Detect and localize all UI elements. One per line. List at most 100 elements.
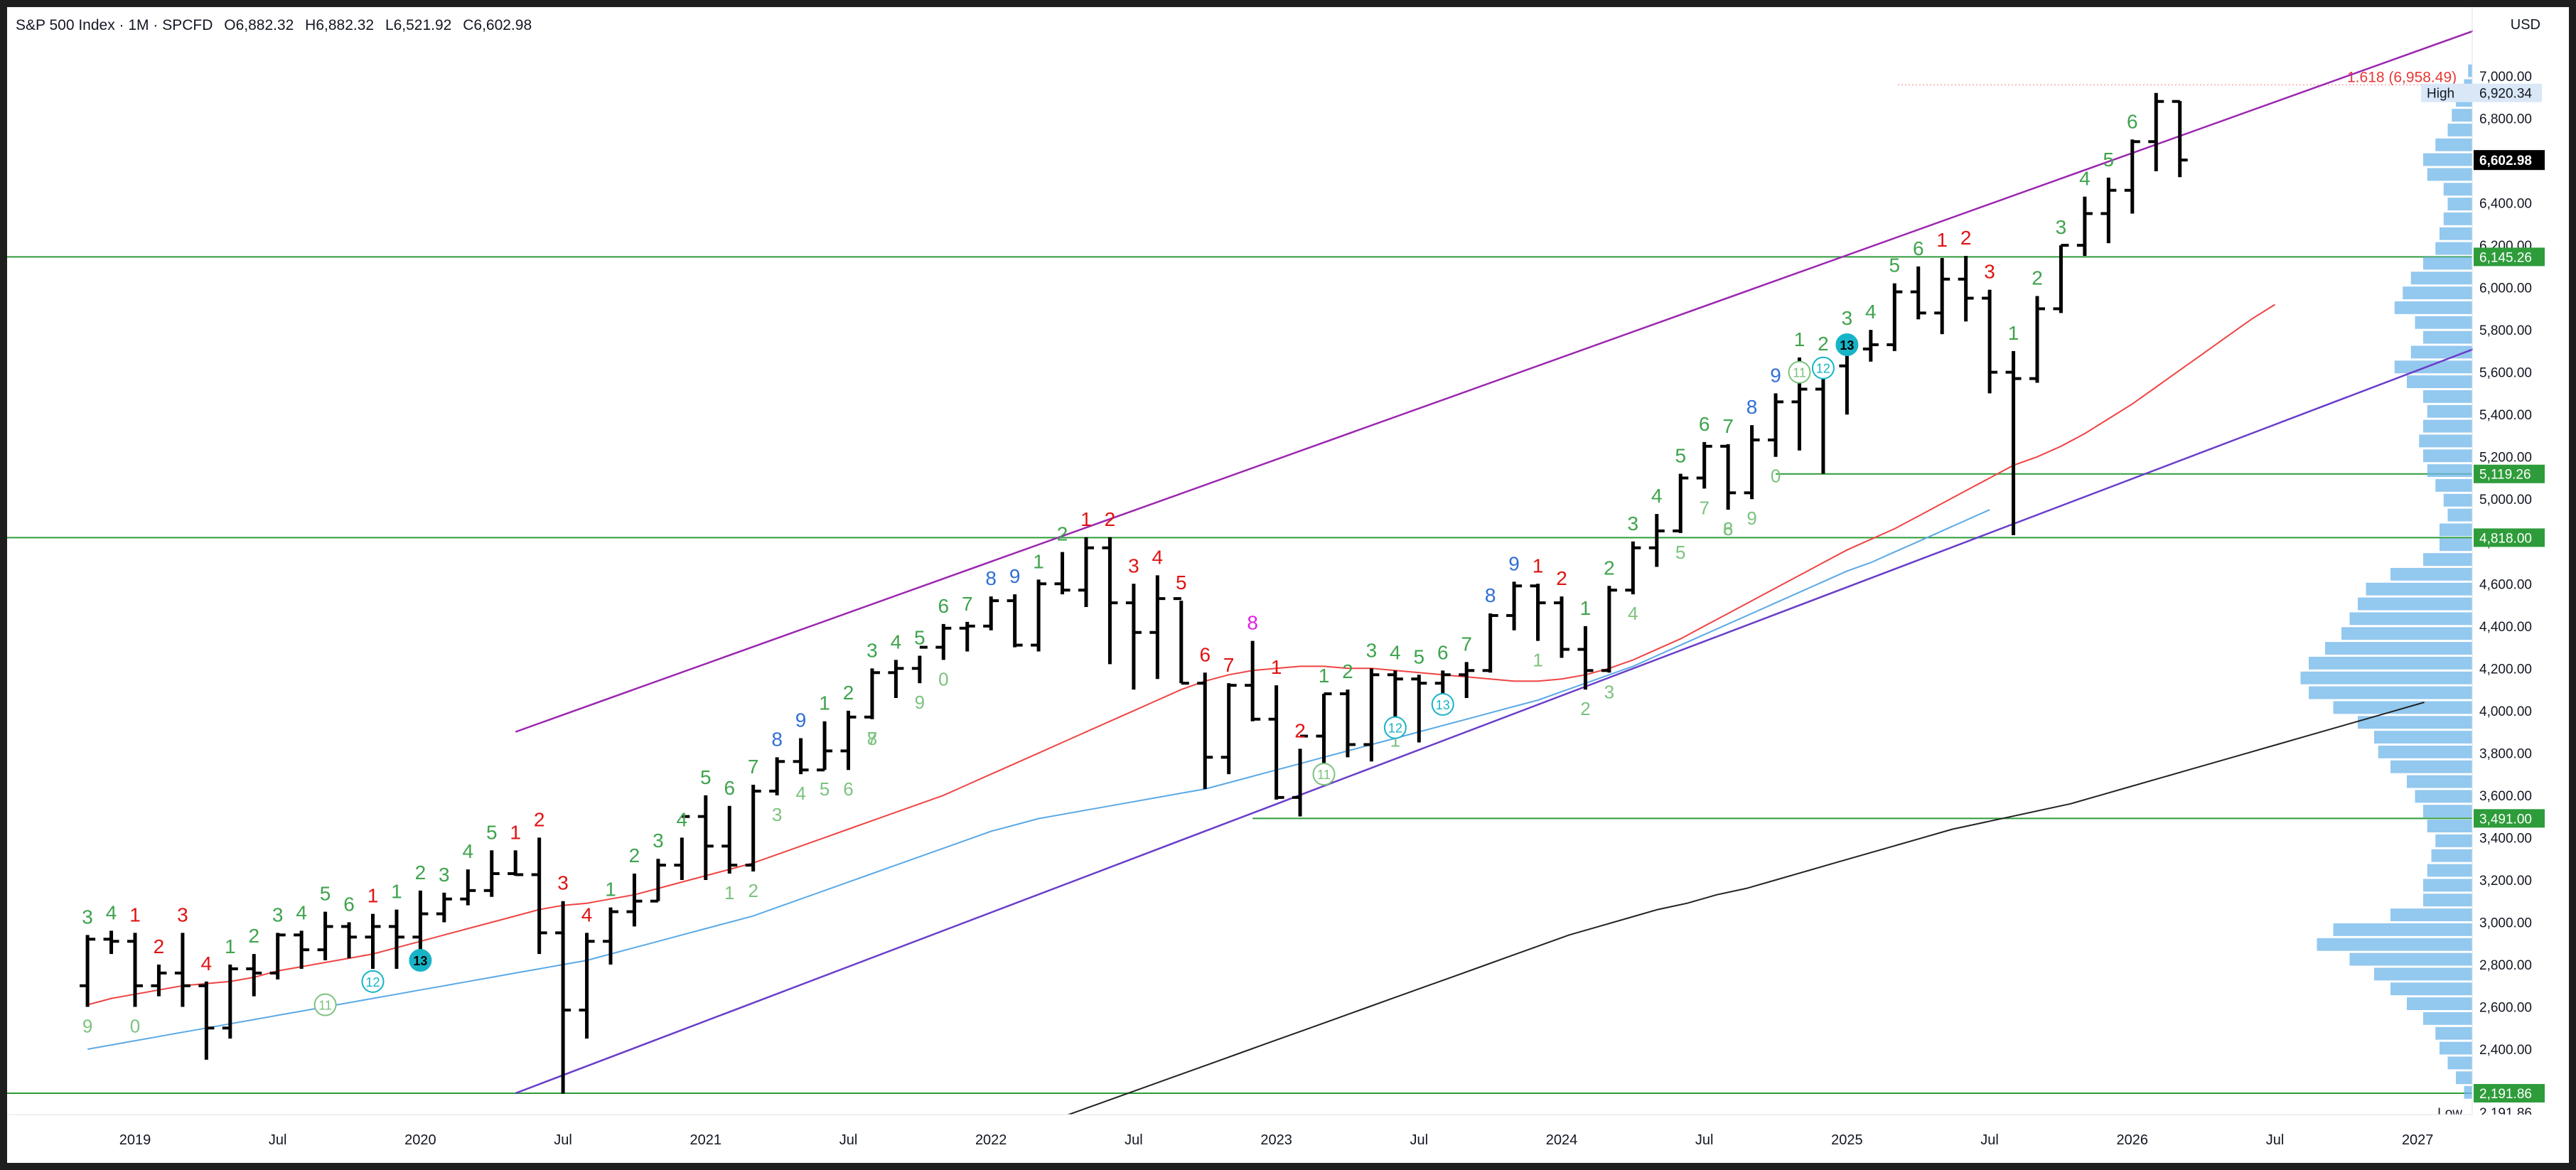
- ohlc-bar[interactable]: [1934, 257, 1950, 335]
- ohlc-bar[interactable]: [1031, 579, 1047, 652]
- ohlc-bar[interactable]: [103, 930, 119, 955]
- ohlc-bar[interactable]: [269, 933, 286, 980]
- ohlc-bar[interactable]: [1125, 584, 1142, 690]
- ohlc-bar[interactable]: [888, 660, 904, 699]
- ohlc-bar[interactable]: [508, 850, 524, 876]
- ohlc-bar[interactable]: [1958, 255, 1974, 322]
- ohlc-bar[interactable]: [697, 795, 714, 880]
- ohlc-bar[interactable]: [1506, 581, 1523, 630]
- ohlc-bar[interactable]: [2029, 296, 2045, 383]
- ohlc-bar[interactable]: [959, 621, 975, 652]
- ohlc-bar[interactable]: [365, 913, 381, 969]
- ohlc-bar[interactable]: [246, 954, 262, 997]
- ohlc-bar[interactable]: [1102, 537, 1118, 665]
- ohlc-bar[interactable]: [2148, 92, 2164, 171]
- ohlc-bar[interactable]: [1625, 541, 1641, 595]
- ohlc-bar[interactable]: [412, 890, 429, 955]
- level-badge[interactable]: [2474, 809, 2545, 828]
- ohlc-bar[interactable]: [1245, 640, 1261, 721]
- ohlc-bar[interactable]: [1339, 689, 1356, 758]
- ohlc-bar[interactable]: [935, 623, 952, 660]
- ohlc-bar[interactable]: [1387, 670, 1403, 721]
- ohlc-bar[interactable]: [1530, 584, 1546, 641]
- moving-average-black[interactable]: [1038, 702, 2425, 1127]
- ohlc-bar[interactable]: [864, 668, 880, 719]
- ohlc-bar[interactable]: [1577, 626, 1594, 690]
- ohlc-bar[interactable]: [1887, 283, 1903, 351]
- ohlc-bar[interactable]: [1601, 586, 1617, 673]
- ohlc-bar[interactable]: [80, 935, 96, 1007]
- ohlc-bar[interactable]: [1862, 330, 1879, 362]
- ohlc-bar[interactable]: [1744, 425, 1760, 500]
- symbol-legend[interactable]: S&P 500 Index · 1M · SPCFD O6,882.32 H6,…: [16, 17, 539, 34]
- ohlc-bar[interactable]: [983, 596, 999, 630]
- moving-average-red[interactable]: [87, 304, 2276, 1006]
- ohlc-bar[interactable]: [151, 965, 167, 997]
- ohlc-bar[interactable]: [317, 911, 333, 961]
- ohlc-bar[interactable]: [1197, 672, 1213, 789]
- ohlc-bar[interactable]: [436, 892, 452, 923]
- ohlc-bar[interactable]: [721, 805, 738, 874]
- ohlc-bar[interactable]: [1149, 575, 1166, 680]
- ohlc-bar[interactable]: [555, 901, 571, 1094]
- ohlc-bar[interactable]: [1696, 441, 1712, 489]
- lower-trendline[interactable]: [515, 333, 2513, 1095]
- ohlc-bar[interactable]: [1054, 552, 1070, 595]
- ohlc-bar[interactable]: [1482, 613, 1498, 673]
- ohlc-bar[interactable]: [603, 907, 618, 965]
- ohlc-bar[interactable]: [1316, 692, 1332, 771]
- ohlc-bar[interactable]: [2124, 139, 2140, 214]
- ohlc-bar[interactable]: [198, 981, 215, 1060]
- high-badge[interactable]: [2421, 83, 2542, 102]
- ohlc-bar[interactable]: [674, 815, 690, 880]
- ohlc-bar[interactable]: [1459, 662, 1475, 699]
- ohlc-bar[interactable]: [650, 859, 666, 903]
- ohlc-bar[interactable]: [911, 645, 928, 684]
- ohlc-bar[interactable]: [1292, 734, 1309, 817]
- ohlc-bar[interactable]: [460, 869, 476, 906]
- ohlc-bar[interactable]: [2076, 196, 2093, 256]
- level-badge[interactable]: [2474, 1084, 2545, 1102]
- level-badge[interactable]: [2474, 247, 2545, 267]
- ohlc-bar[interactable]: [1173, 597, 1189, 685]
- ohlc-bar[interactable]: [1673, 473, 1689, 533]
- ohlc-bar[interactable]: [1007, 594, 1023, 648]
- ohlc-bar[interactable]: [2100, 177, 2117, 244]
- ohlc-bar[interactable]: [1220, 683, 1237, 775]
- ohlc-bar[interactable]: [1910, 266, 1926, 320]
- ohlc-bar[interactable]: [1648, 514, 1665, 567]
- ohlc-bar[interactable]: [626, 874, 643, 927]
- ohlc-bar[interactable]: [1411, 675, 1427, 743]
- ohlc-bar[interactable]: [1720, 444, 1737, 510]
- last-price-badge[interactable]: [2474, 150, 2545, 171]
- ohlc-bar[interactable]: [388, 909, 404, 969]
- symbol-title[interactable]: S&P 500 Index · 1M · SPCFD: [16, 17, 213, 33]
- ohlc-bar[interactable]: [294, 930, 310, 969]
- ohlc-bar[interactable]: [1982, 289, 1998, 394]
- ohlc-bar[interactable]: [2172, 100, 2188, 178]
- ohlc-bar[interactable]: [1268, 685, 1284, 800]
- level-badge[interactable]: [2474, 464, 2545, 483]
- ohlc-bar[interactable]: [127, 933, 143, 1007]
- ohlc-bar[interactable]: [174, 933, 190, 1007]
- currency-label[interactable]: USD: [2510, 17, 2540, 33]
- ohlc-bar[interactable]: [222, 965, 238, 1039]
- ohlc-bar[interactable]: [840, 710, 857, 771]
- ohlc-bar[interactable]: [341, 922, 358, 959]
- ohlc-bar[interactable]: [579, 933, 595, 1039]
- ohlc-bar[interactable]: [2053, 244, 2069, 313]
- ohlc-bar[interactable]: [531, 837, 547, 955]
- ohlc-bar[interactable]: [793, 738, 809, 775]
- ohlc-bar[interactable]: [1363, 668, 1380, 762]
- ohlc-bar[interactable]: [745, 785, 761, 872]
- ohlc-bar[interactable]: [1554, 596, 1569, 658]
- ohlc-bar[interactable]: [769, 757, 785, 795]
- ohlc-bar[interactable]: [817, 721, 833, 772]
- moving-average-blue[interactable]: [87, 509, 1990, 1051]
- ohlc-bar[interactable]: [1078, 537, 1094, 608]
- ohlc-bar[interactable]: [2005, 350, 2022, 535]
- ohlc-bar[interactable]: [1768, 393, 1784, 457]
- ohlc-bar[interactable]: [483, 850, 500, 897]
- level-badge[interactable]: [2474, 528, 2545, 547]
